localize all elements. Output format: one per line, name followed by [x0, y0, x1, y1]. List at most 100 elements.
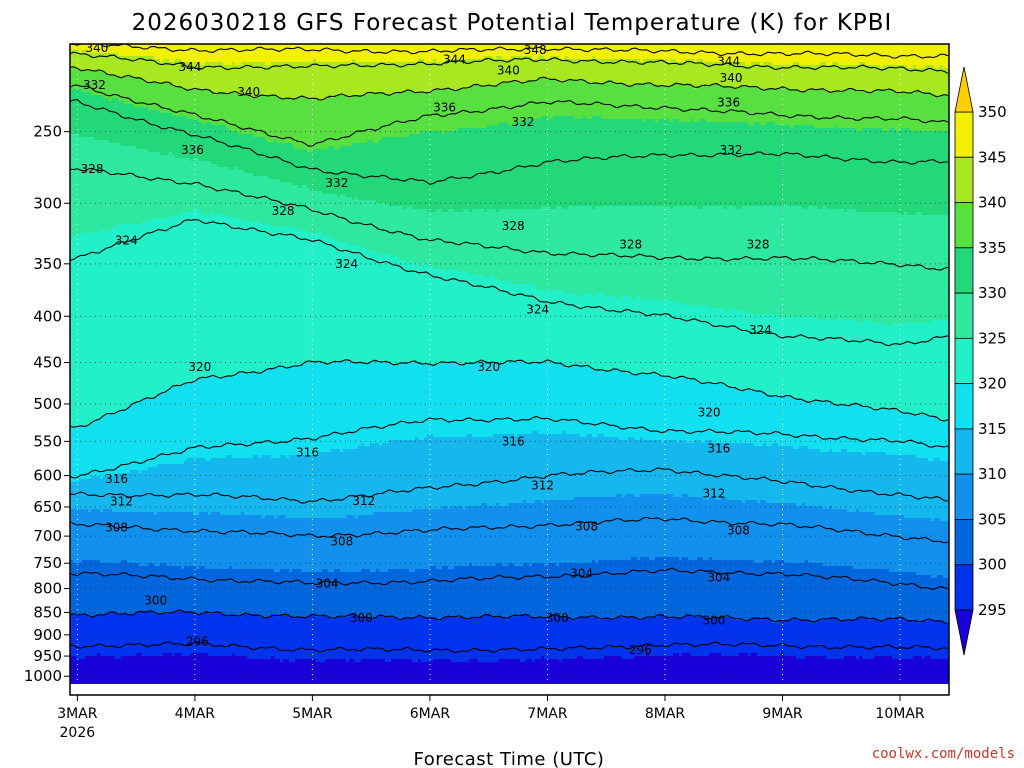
- contour-label: 320: [477, 360, 500, 374]
- contour-line-296: [70, 641, 948, 654]
- contour-line-336: [70, 84, 949, 147]
- y-tick-label: 550: [33, 432, 62, 450]
- colorbar-under-arrow: [954, 609, 974, 656]
- contour-label: 300: [546, 611, 569, 625]
- colorbar-band: [954, 519, 974, 566]
- y-tick-label: 300: [33, 194, 62, 212]
- x-tick-label: 7MAR: [527, 706, 568, 722]
- contour-label: 320: [698, 405, 721, 419]
- contour-line-348: [70, 44, 948, 59]
- contour-label: 336: [717, 95, 740, 109]
- filled-contours: [70, 44, 949, 684]
- contour-label: 308: [105, 521, 128, 535]
- ground-surface: [70, 684, 949, 695]
- x-tick-label: 9MAR: [762, 706, 803, 722]
- colorbar-band: [954, 202, 974, 249]
- y-tick-label: 500: [33, 395, 62, 413]
- colorbar-over-arrow: [954, 66, 974, 113]
- contour-label: 304: [316, 577, 339, 591]
- contour-label: 328: [502, 219, 525, 233]
- contour-line-308: [70, 516, 948, 544]
- colorbar-band: [954, 428, 974, 475]
- contour-label: 344: [443, 52, 466, 66]
- colorbar-label: 300: [978, 556, 1007, 574]
- contour-label: 324: [526, 302, 549, 316]
- contour-line-312: [70, 467, 948, 504]
- colorbar-band: [954, 247, 974, 294]
- contour-label: 304: [570, 567, 593, 581]
- contour-label: 300: [350, 611, 373, 625]
- colorbar-label: 320: [978, 375, 1007, 393]
- x-tick-label: 10MAR: [875, 706, 924, 722]
- contour-label: 324: [749, 323, 772, 337]
- contour-label: 344: [717, 54, 740, 68]
- colorbar-label: 325: [978, 329, 1007, 347]
- colorbar-label: 345: [978, 148, 1007, 166]
- colorbar-label: 340: [978, 194, 1007, 212]
- colorbar-band: [954, 156, 974, 203]
- x-tick-label: 4MAR: [175, 706, 216, 722]
- contour-label: 296: [186, 634, 209, 648]
- contour-label: 348: [524, 43, 547, 57]
- contour-label: 300: [144, 594, 167, 608]
- contour-line-316: [70, 415, 948, 479]
- contour-label: 336: [433, 100, 456, 114]
- credit-text: coolwx.com/models: [872, 746, 1015, 762]
- y-tick-label: 450: [33, 354, 62, 372]
- contour-label: 312: [531, 478, 554, 492]
- colorbar-band: [954, 564, 974, 611]
- plot-area: 340 332 328 344 340 336 324 328 332 324 344 340 336 3…: [70, 41, 949, 695]
- contour-label: 328: [747, 237, 770, 251]
- y-tick-label: 750: [33, 554, 62, 572]
- contour-labels: 340 332 328 344 340 336 324 328 332 324 344 340 336 3…: [81, 41, 772, 657]
- colorbar-label: 350: [978, 103, 1007, 121]
- x-tick-label: 8MAR: [645, 706, 686, 722]
- y-tick-label: 250: [33, 123, 62, 141]
- colorbar-band: [954, 383, 974, 430]
- contour-label: 340: [237, 85, 260, 99]
- contour-label: 332: [720, 143, 743, 157]
- x-tick-label: 6MAR: [410, 706, 451, 722]
- contour-label: 316: [296, 446, 319, 460]
- contour-label: 300: [702, 614, 725, 628]
- contour-label: 332: [512, 115, 535, 129]
- contour-label: 316: [502, 434, 525, 448]
- x-tick-label: 5MAR: [292, 706, 333, 722]
- contour-line-304: [70, 567, 948, 590]
- contour-label: 340: [720, 71, 743, 85]
- contour-label: 340: [85, 41, 108, 55]
- y-tick-label: 650: [33, 498, 62, 516]
- contour-label: 312: [352, 494, 375, 508]
- contour-lines: [70, 44, 949, 654]
- contour-label: 312: [110, 495, 133, 509]
- contour-label: 324: [335, 257, 358, 271]
- contour-label: 320: [188, 360, 211, 374]
- contour-line-300: [70, 609, 949, 625]
- contour-label: 324: [115, 234, 138, 248]
- y-tick-label: 950: [33, 647, 62, 665]
- y-tick-label: 800: [33, 580, 62, 598]
- contour-line-332: [70, 99, 948, 185]
- x-axis: 3MAR 2026 4MAR 5MAR 6MAR 7MAR 8MAR 9MAR 10MAR: [57, 695, 925, 741]
- contour-label: 308: [330, 535, 353, 549]
- colorbar-label: 305: [978, 510, 1007, 528]
- contour-label: 328: [272, 204, 295, 218]
- y-tick-label: 900: [33, 626, 62, 644]
- contour-label: 332: [325, 176, 348, 190]
- y-tick-label: 850: [33, 603, 62, 621]
- colorbar-band: [954, 292, 974, 339]
- contour-label: 328: [81, 162, 104, 176]
- contour-label: 344: [179, 60, 202, 74]
- contour-label: 308: [575, 519, 598, 533]
- contour-label: 340: [497, 64, 520, 78]
- contour-label: 336: [181, 143, 204, 157]
- y-tick-label: 700: [33, 527, 62, 545]
- contour-line-324: [70, 219, 948, 347]
- colorbar-band: [954, 111, 974, 158]
- chart-title: 2026030218 GFS Forecast Potential Temper…: [132, 10, 893, 36]
- contour-label: 316: [105, 472, 128, 486]
- y-tick-label: 1000: [24, 667, 62, 685]
- x-tick-sublabel: 2026: [60, 725, 96, 741]
- colorbar-label: 330: [978, 284, 1007, 302]
